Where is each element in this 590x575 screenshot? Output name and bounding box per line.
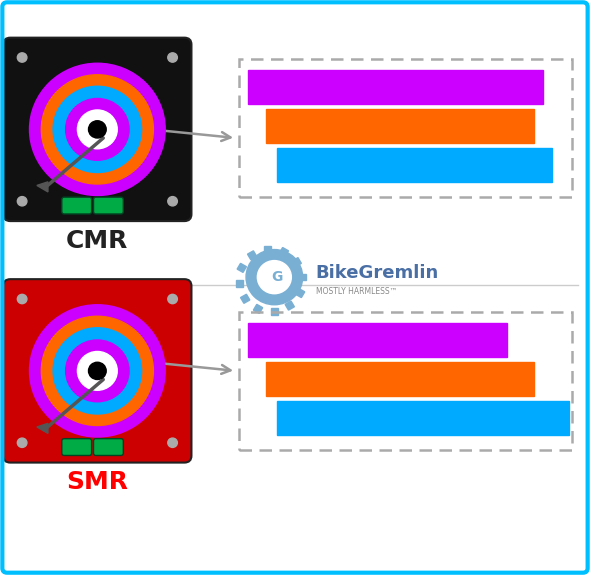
Text: BikeGremlin: BikeGremlin (316, 264, 439, 282)
Circle shape (53, 328, 142, 414)
FancyBboxPatch shape (93, 197, 123, 214)
Bar (237, 263, 247, 273)
Circle shape (65, 98, 129, 160)
Circle shape (65, 340, 129, 402)
Polygon shape (37, 182, 48, 192)
FancyBboxPatch shape (62, 197, 91, 214)
Bar (285, 301, 294, 310)
Bar (299, 274, 306, 281)
Circle shape (88, 362, 106, 380)
FancyBboxPatch shape (4, 37, 191, 221)
Circle shape (53, 86, 142, 172)
Circle shape (30, 63, 165, 196)
Text: CMR: CMR (66, 228, 129, 252)
Circle shape (41, 316, 153, 426)
Bar (277, 148, 552, 182)
Bar (248, 251, 257, 260)
Text: SMR: SMR (66, 470, 129, 494)
Circle shape (17, 53, 27, 62)
Circle shape (77, 110, 117, 149)
Circle shape (246, 250, 303, 305)
Text: MOSTLY HARMLESS™: MOSTLY HARMLESS™ (316, 287, 397, 296)
Bar (277, 401, 569, 435)
Circle shape (17, 438, 27, 447)
Bar (266, 109, 534, 143)
Text: G: G (271, 270, 282, 284)
Bar (292, 258, 301, 267)
Circle shape (168, 438, 178, 447)
Circle shape (168, 53, 178, 62)
Circle shape (168, 197, 178, 206)
Bar (266, 362, 534, 396)
Bar (248, 323, 507, 356)
Circle shape (30, 305, 165, 437)
Circle shape (77, 351, 117, 390)
Bar (279, 247, 289, 256)
FancyBboxPatch shape (93, 439, 123, 455)
Bar (248, 70, 543, 103)
FancyBboxPatch shape (62, 439, 91, 455)
Circle shape (257, 260, 291, 294)
Bar (241, 294, 250, 303)
Bar (296, 289, 305, 298)
Bar (264, 246, 271, 253)
FancyBboxPatch shape (4, 279, 191, 462)
Bar (271, 308, 278, 315)
Circle shape (17, 294, 27, 304)
Polygon shape (37, 423, 48, 434)
Bar (236, 281, 242, 287)
Circle shape (41, 75, 153, 184)
Circle shape (17, 197, 27, 206)
Circle shape (88, 121, 106, 138)
Circle shape (168, 294, 178, 304)
Bar (253, 304, 263, 313)
